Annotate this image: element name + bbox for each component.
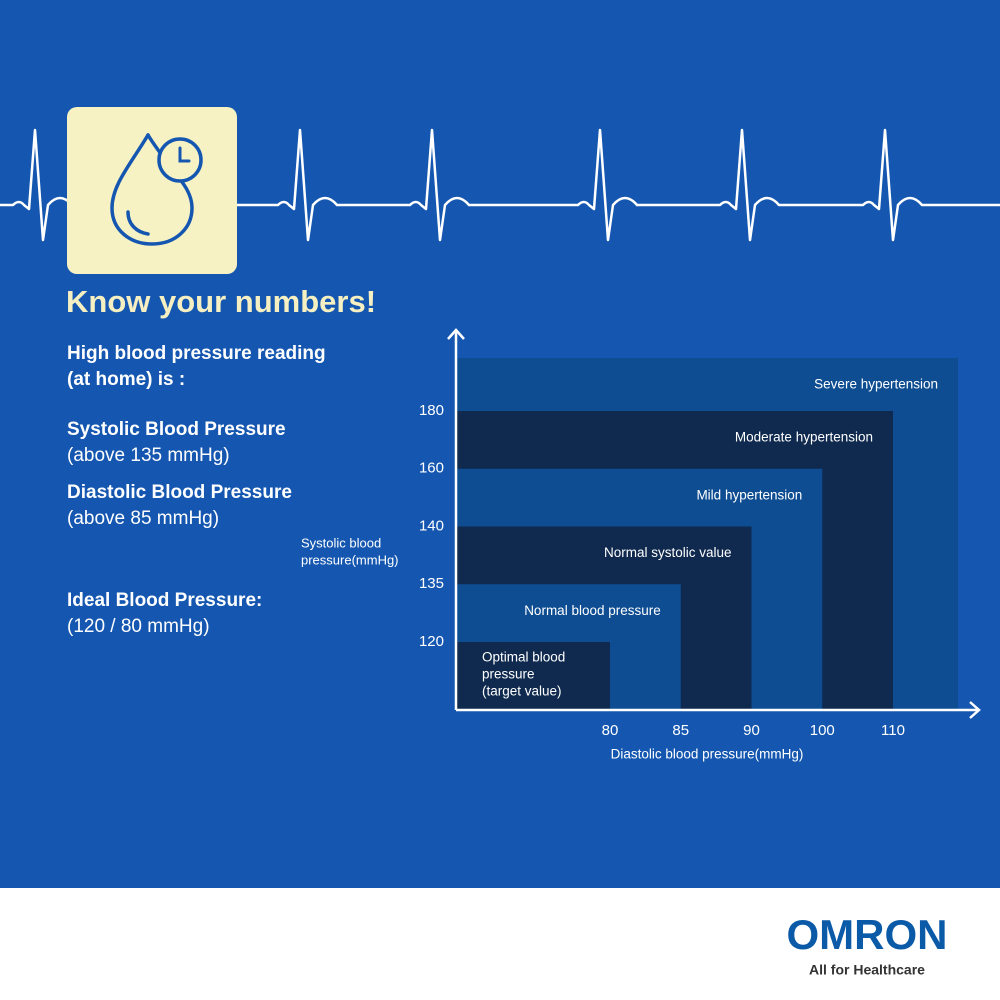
tagline: All for Healthcare bbox=[809, 962, 925, 978]
y-tick-label: 180 bbox=[419, 402, 444, 419]
zone-label: Normal blood pressure bbox=[524, 603, 661, 618]
y-tick-label: 140 bbox=[419, 517, 444, 534]
info-detail: (120 / 80 mmHg) bbox=[67, 616, 210, 637]
zone-label: Optimal blood bbox=[482, 650, 565, 665]
x-tick-label: 110 bbox=[881, 722, 905, 739]
y-axis-arrow bbox=[447, 328, 465, 340]
x-tick-label: 100 bbox=[810, 722, 835, 739]
title: Know your numbers! bbox=[66, 284, 376, 319]
info-detail: (above 85 mmHg) bbox=[67, 508, 219, 529]
info-title: Diastolic Blood Pressure bbox=[67, 482, 292, 503]
x-tick-label: 90 bbox=[743, 722, 760, 739]
footer-background bbox=[0, 888, 1000, 1000]
icon-box bbox=[67, 107, 237, 274]
icon bbox=[67, 107, 237, 274]
x-tick-label: 80 bbox=[602, 722, 619, 739]
x-axis-label: Diastolic blood pressure(mmHg) bbox=[611, 747, 804, 762]
zone-label: (target value) bbox=[482, 684, 562, 699]
zone-label: Severe hypertension bbox=[814, 377, 938, 392]
info-heading: High blood pressure reading bbox=[67, 343, 326, 364]
clock-hands bbox=[178, 146, 191, 163]
drop-highlight bbox=[126, 210, 150, 236]
zone-label: Normal systolic value bbox=[604, 545, 732, 560]
chart: Severe hypertension Moderate hypertension… bbox=[301, 328, 981, 762]
info-detail: (above 135 mmHg) bbox=[67, 445, 230, 466]
zone-label: Mild hypertension bbox=[696, 487, 802, 502]
x-tick-label: 85 bbox=[672, 722, 689, 739]
y-tick-label: 160 bbox=[419, 460, 444, 477]
info-title: Systolic Blood Pressure bbox=[67, 419, 286, 440]
brand: OMRON bbox=[787, 911, 948, 958]
y-axis-label: Systolic blood bbox=[301, 535, 381, 550]
info: High blood pressure reading (at home) is… bbox=[67, 343, 326, 637]
y-tick-label: 120 bbox=[419, 633, 444, 650]
y-axis-label: pressure(mmHg) bbox=[301, 552, 399, 567]
zone-label: Moderate hypertension bbox=[735, 430, 873, 445]
zone-label: pressure bbox=[482, 667, 535, 682]
zone bbox=[456, 642, 610, 710]
info-title: Ideal Blood Pressure: bbox=[67, 590, 262, 611]
y-tick-label: 135 bbox=[419, 575, 444, 592]
info-heading: (at home) is : bbox=[67, 369, 185, 390]
x-axis-arrow bbox=[969, 701, 981, 719]
drop-outline bbox=[110, 133, 194, 246]
